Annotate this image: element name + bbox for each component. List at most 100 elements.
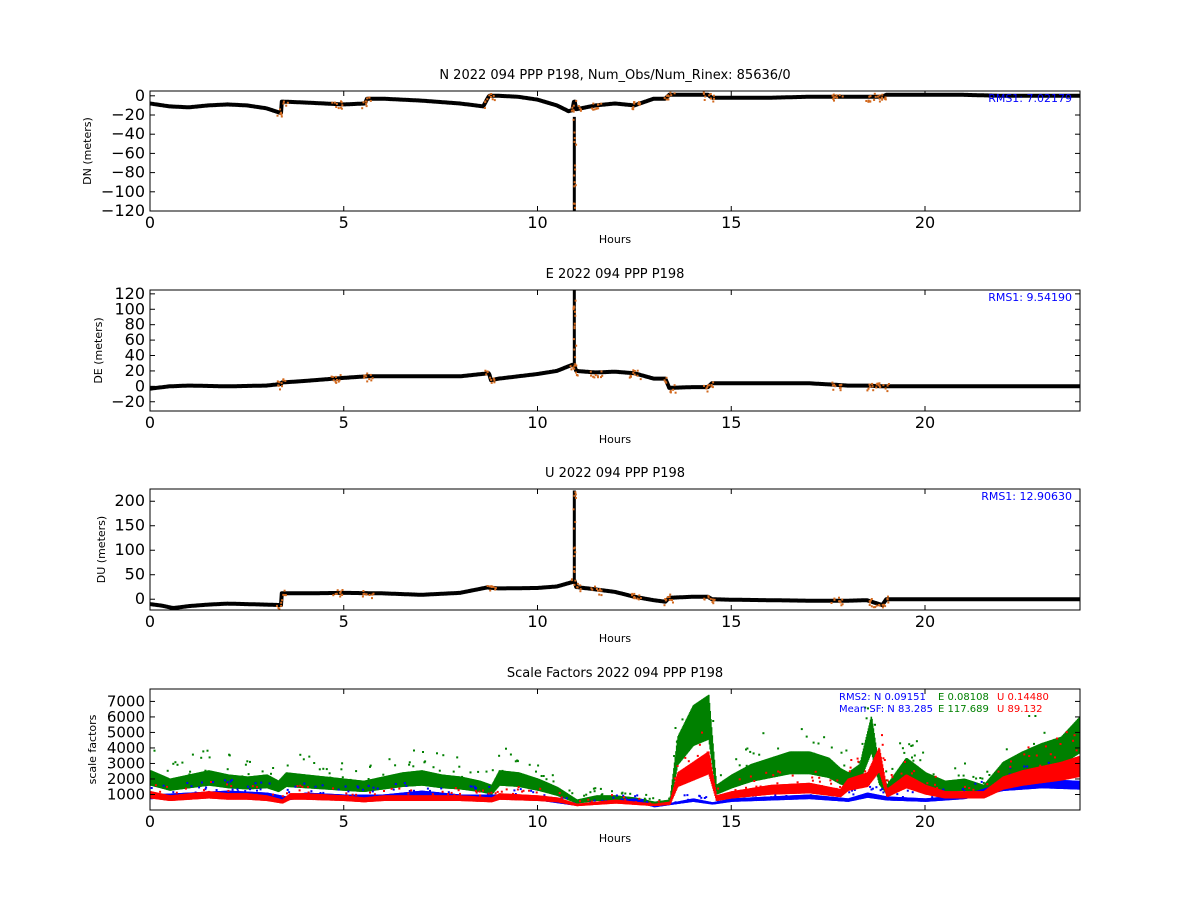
data-point [530, 789, 533, 792]
data-point [592, 787, 595, 790]
data-point [473, 785, 476, 788]
data-point [622, 796, 625, 799]
data-point [669, 91, 672, 94]
data-point [838, 94, 841, 97]
data-point [362, 590, 365, 592]
data-point [574, 491, 577, 494]
series-line [150, 362, 1080, 391]
data-point [573, 325, 576, 328]
data-point [477, 770, 480, 773]
data-point [206, 749, 209, 752]
data-point [272, 767, 275, 769]
data-point [203, 789, 205, 792]
data-point [583, 794, 586, 797]
data-point [872, 606, 875, 609]
data-point [535, 770, 537, 773]
data-point [341, 589, 344, 591]
data-point [369, 99, 372, 102]
data-point [573, 185, 576, 188]
data-point [881, 788, 883, 791]
data-point [636, 597, 639, 600]
y-tick-label: 60 [125, 330, 145, 349]
data-point [372, 592, 375, 595]
data-point [576, 586, 579, 589]
data-point [843, 764, 846, 767]
data-point [712, 100, 715, 103]
data-point [791, 774, 794, 777]
data-point [490, 95, 492, 98]
data-point [702, 92, 705, 95]
data-point [339, 374, 342, 377]
data-point [839, 786, 842, 788]
data-point [376, 787, 379, 790]
data-point [280, 601, 283, 604]
data-point [871, 382, 874, 385]
data-point [280, 115, 283, 118]
data-point [997, 770, 1000, 773]
data-point [230, 779, 233, 782]
data-point [669, 390, 672, 392]
data-point [560, 796, 563, 799]
axes-frame [149, 289, 1081, 412]
data-point [706, 386, 709, 389]
data-point [701, 731, 703, 734]
data-point [869, 385, 872, 388]
data-point [648, 797, 651, 800]
data-point [490, 93, 493, 95]
data-point [671, 599, 673, 602]
data-point [322, 767, 325, 770]
data-point [974, 782, 977, 785]
data-point [574, 521, 577, 523]
data-point [615, 794, 618, 797]
data-point [963, 789, 966, 792]
data-point [681, 686, 683, 688]
data-point [469, 771, 472, 774]
data-point [878, 382, 881, 385]
data-point [573, 206, 576, 209]
data-point [174, 761, 177, 764]
data-point [942, 788, 945, 791]
data-point [344, 785, 347, 788]
data-point [568, 789, 571, 792]
data-point [590, 374, 592, 377]
data-point [355, 770, 358, 773]
rms-annotation: RMS1: 12.90630 [981, 490, 1072, 503]
data-point [823, 736, 826, 739]
data-point [812, 741, 815, 744]
data-point [738, 778, 741, 781]
data-point [321, 784, 324, 787]
data-point [879, 385, 881, 388]
y-tick-label: 200 [114, 491, 145, 510]
data-point [834, 385, 837, 388]
data-point [256, 786, 258, 789]
data-point [362, 101, 365, 104]
data-point [282, 100, 285, 103]
data-point [864, 706, 867, 709]
data-point [574, 579, 577, 582]
data-point [369, 373, 372, 376]
data-point [322, 791, 325, 794]
data-point [459, 792, 461, 795]
data-point [260, 781, 263, 784]
x-tick-label: 5 [339, 413, 349, 432]
data-point [351, 793, 354, 796]
data-point [841, 95, 844, 98]
data-point [488, 785, 491, 788]
data-point [441, 790, 444, 793]
data-point [1049, 753, 1052, 756]
data-point [715, 790, 717, 799]
data-point [911, 744, 914, 747]
data-point [363, 374, 366, 377]
data-point [573, 306, 576, 309]
data-point [611, 794, 613, 797]
y-tick-label: 0 [135, 86, 145, 105]
data-point [492, 94, 495, 97]
data-point [489, 376, 492, 379]
data-point [369, 791, 371, 794]
data-point [796, 781, 799, 784]
data-point [913, 770, 916, 773]
data-point [405, 784, 408, 787]
data-point [365, 102, 368, 105]
data-point [486, 370, 489, 373]
x-tick-label: 10 [527, 612, 547, 631]
